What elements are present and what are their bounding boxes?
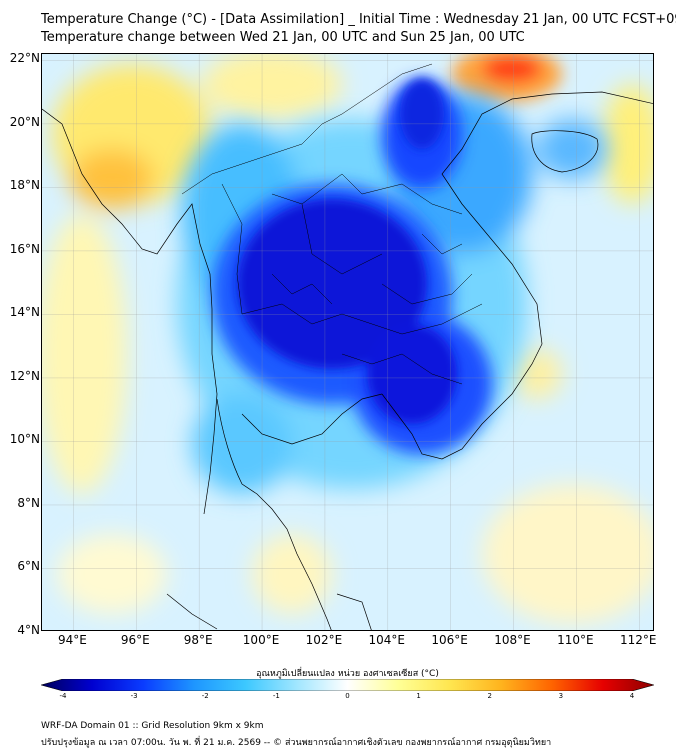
- colorbar-tick-label: -1: [272, 692, 280, 700]
- lat-tick-label: 12°N: [9, 368, 40, 383]
- colorbar-tick-label: 0: [345, 692, 350, 700]
- lat-tick-label: 20°N: [9, 114, 40, 129]
- graticule: [42, 54, 653, 630]
- map-panel: [41, 53, 654, 631]
- lat-tick-label: 22°N: [9, 51, 40, 66]
- lat-tick-label: 4°N: [17, 623, 40, 637]
- colorbar-tick-label: 2: [487, 692, 492, 700]
- lat-tick-label: 10°N: [9, 432, 40, 447]
- lon-tick-label: 102°E: [305, 633, 343, 647]
- lon-tick-label: 98°E: [183, 633, 213, 647]
- lon-tick-label: 100°E: [242, 633, 280, 647]
- lon-tick-label: 106°E: [431, 633, 468, 647]
- warm-anomaly-fields: [42, 54, 653, 624]
- lon-tick-label: 110°E: [557, 633, 594, 647]
- lon-tick-label: 96°E: [120, 633, 150, 647]
- colorbar-tick-label: -2: [201, 692, 209, 700]
- colorbar-tick-label: 1: [416, 692, 421, 700]
- lon-tick-label: 94°E: [57, 633, 87, 647]
- country-borders: [181, 63, 483, 385]
- lon-tick-label: 104°E: [368, 633, 406, 647]
- colorbar-tick-label: 3: [558, 692, 564, 700]
- colorbar-tick-label: -3: [130, 692, 138, 700]
- lon-tick-label: 112°E: [620, 633, 657, 647]
- map-subtitle: Temperature change between Wed 21 Jan, 0…: [41, 30, 525, 45]
- map-title: Temperature Change (°C) - [Data Assimila…: [41, 12, 676, 27]
- lat-tick-label: 18°N: [9, 178, 40, 193]
- colorbar: [41, 679, 654, 691]
- lat-tick-label: 16°N: [9, 241, 40, 256]
- colorbar-tick-label: -4: [59, 692, 67, 700]
- lon-tick-label: 108°E: [494, 633, 531, 647]
- colorbar-tick-label: 4: [629, 692, 635, 700]
- colorbar-gradient: [41, 679, 654, 691]
- lat-tick-label: 14°N: [9, 305, 40, 320]
- coastlines: [42, 91, 653, 630]
- model-info: WRF-DA Domain 01 :: Grid Resolution 9km …: [41, 721, 264, 731]
- credit-line: ปรับปรุงข้อมูล ณ เวลา 07:00น. วัน พ. ที่…: [41, 738, 552, 748]
- hot-spot-fields: [452, 54, 562, 102]
- lat-tick-label: 8°N: [17, 495, 40, 510]
- temperature-change-map: [42, 54, 653, 630]
- colorbar-label: อุณหภูมิเปลี่ยนแปลง หน่วย องศาเซลเซียส (…: [256, 669, 439, 679]
- lat-tick-label: 6°N: [17, 559, 40, 574]
